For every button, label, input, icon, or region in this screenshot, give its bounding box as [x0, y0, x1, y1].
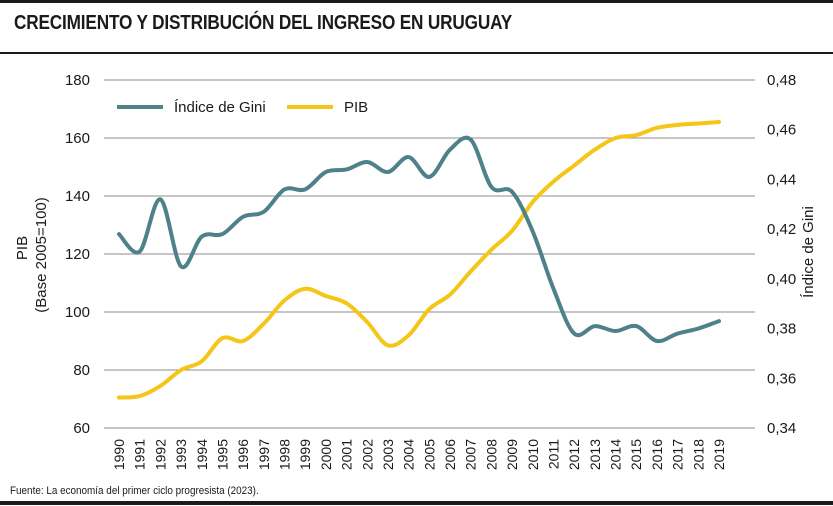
left-axis-title-line1: PIB: [14, 236, 31, 260]
legend: Índice de Gini PIB: [117, 99, 368, 116]
left-axis-title-line2: (Base 2005=100): [33, 197, 50, 313]
right-tick-label: 0,42: [767, 221, 796, 238]
x-tick-label: 2019: [711, 439, 727, 470]
x-tick-label: 2004: [401, 439, 417, 470]
x-tick-label: 2010: [525, 439, 541, 470]
left-tick-label: 180: [65, 72, 90, 89]
gini-series-line: [117, 135, 721, 344]
right-tick-label: 0,48: [767, 72, 796, 89]
x-tick-label: 1998: [277, 439, 293, 470]
x-tick-label: 2012: [566, 439, 582, 470]
right-axis-title: Índice de Gini: [800, 206, 817, 298]
left-tick-label: 140: [65, 188, 90, 205]
x-tick-label: 2005: [421, 439, 437, 470]
x-tick-label: 1999: [297, 439, 313, 470]
left-tick-label: 60: [73, 420, 90, 437]
right-tick-label: 0,40: [767, 271, 796, 288]
x-tick-label: 2011: [545, 439, 561, 469]
x-tick-label: 2013: [587, 439, 603, 470]
gridlines: [104, 79, 755, 429]
x-tick-label: 2007: [463, 439, 479, 470]
bottom-rule: [0, 501, 833, 505]
x-tick-label: 2018: [690, 439, 706, 470]
legend-pib-label: PIB: [344, 99, 368, 116]
x-tick-label: 2014: [608, 439, 624, 470]
right-tick-label: 0,46: [767, 122, 796, 139]
left-axis-ticks: 60 80 100 120 140 160 180: [65, 72, 90, 437]
x-tick-label: 1993: [173, 439, 189, 470]
x-tick-label: 2009: [504, 439, 520, 470]
x-tick-label: 2017: [670, 439, 686, 470]
series-lines: [117, 120, 721, 400]
source-note: Fuente: La economía del primer ciclo pro…: [10, 485, 259, 497]
x-tick-label: 1996: [235, 439, 251, 470]
title-rule: [0, 52, 833, 54]
right-tick-label: 0,38: [767, 321, 796, 338]
x-tick-label: 2001: [339, 439, 355, 470]
x-tick-label: 1995: [214, 439, 230, 470]
left-tick-label: 80: [73, 362, 90, 379]
x-tick-label: 1991: [132, 439, 148, 470]
right-axis-ticks: 0,34 0,36 0,38 0,40 0,42 0,44 0,46 0,48: [767, 72, 796, 437]
x-tick-label: 2015: [628, 439, 644, 470]
top-rule: [0, 0, 833, 3]
x-tick-label: 2006: [442, 439, 458, 470]
pib-series-line: [117, 120, 721, 400]
left-tick-label: 120: [65, 246, 90, 263]
x-tick-label: 2016: [649, 439, 665, 470]
x-axis-ticks: 1990 1991 1992 1993 1994 1995 1996 1997 1998 1999…: [111, 439, 727, 470]
left-tick-label: 160: [65, 130, 90, 147]
x-tick-label: 1997: [256, 439, 272, 470]
x-tick-label: 2003: [380, 439, 396, 470]
legend-gini-label: Índice de Gini: [174, 99, 266, 116]
right-tick-label: 0,34: [767, 420, 796, 437]
chart-title: CRECIMIENTO Y DISTRIBUCIÓN DEL INGRESO E…: [14, 12, 513, 34]
x-tick-label: 1992: [152, 439, 168, 470]
right-tick-label: 0,44: [767, 171, 796, 188]
right-tick-label: 0,36: [767, 370, 796, 387]
x-tick-label: 2002: [359, 439, 375, 470]
left-tick-label: 100: [65, 304, 90, 321]
x-tick-label: 1990: [111, 439, 127, 470]
x-tick-label: 2000: [318, 439, 334, 470]
x-tick-label: 2008: [483, 439, 499, 470]
x-tick-label: 1994: [194, 439, 210, 470]
